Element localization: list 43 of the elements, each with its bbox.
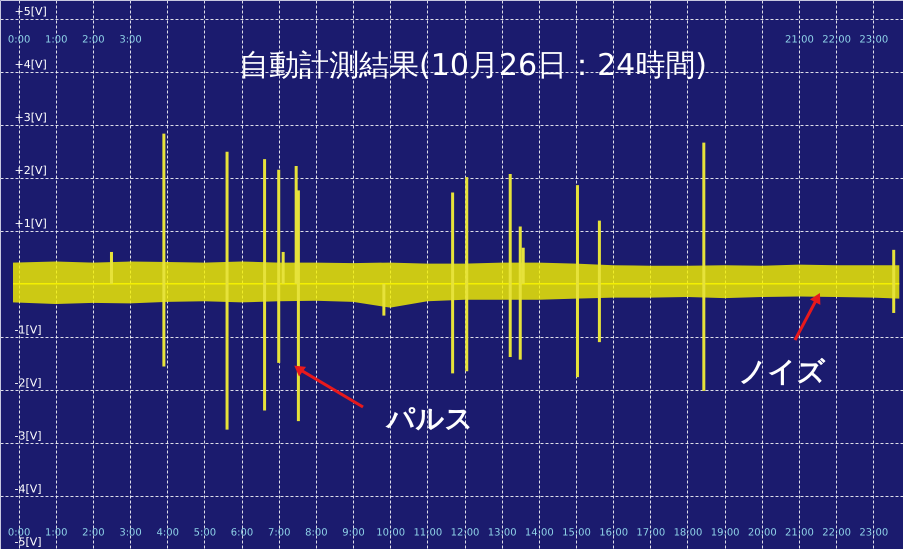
x2-tick-label: 21:00 [785,34,814,46]
x-tick-label: 1:00 [45,528,68,538]
x-tick-label: 12:00 [450,528,480,538]
y-tick-label: +4[V] [14,58,47,72]
y-tick-label: +5[V] [14,5,47,18]
x-tick-label: 8:00 [305,528,328,538]
x2-tick-label: 3:00 [119,34,142,46]
x-tick-label: 0:00 [8,528,30,538]
x-tick-label: 11:00 [413,528,442,538]
x-tick-label: 5:00 [194,528,216,538]
x-tick-label: 17:00 [636,528,666,538]
x-tick-label: 3:00 [119,528,142,538]
x-tick-label: 9:00 [342,528,365,538]
x-tick-label: 7:00 [268,528,290,538]
x-tick-label: 13:00 [488,528,517,538]
annotation: ノイズ [738,355,826,388]
x2-tick-label: 2:00 [82,34,105,46]
y-tick-label: -2[V] [14,376,42,390]
x-tick-label: 18:00 [674,528,702,538]
x-tick-label: 15:00 [562,528,591,538]
x-tick-label: 20:00 [748,528,777,538]
annotation: パルス [384,402,474,435]
x-tick-label: 4:00 [156,528,179,538]
x-tick-label: 22:00 [822,528,852,538]
x2-tick-label: 22:00 [822,34,852,46]
y-tick-label: -5[V] [14,536,42,548]
y-tick-label: +2[V] [14,164,47,178]
x-tick-label: 14:00 [524,528,554,538]
x2-tick-label: 1:00 [45,34,68,46]
x-tick-label: 16:00 [599,528,628,538]
y-tick-label: +1[V] [14,217,47,230]
x-tick-label: 23:00 [859,528,888,538]
x-tick-label: 10:00 [376,528,406,538]
x2-tick-label: 0:00 [8,34,30,46]
x-tick-label: 6:00 [230,528,254,538]
y-tick-label: -3[V] [14,429,42,442]
x-tick-label: 21:00 [785,528,814,538]
y-tick-label: -1[V] [14,323,42,336]
y-tick-label: -4[V] [14,482,42,496]
y-tick-label: +3[V] [14,111,47,124]
x-tick-label: 2:00 [82,528,105,538]
x-tick-label: 19:00 [710,528,740,538]
x2-tick-label: 23:00 [859,34,888,46]
